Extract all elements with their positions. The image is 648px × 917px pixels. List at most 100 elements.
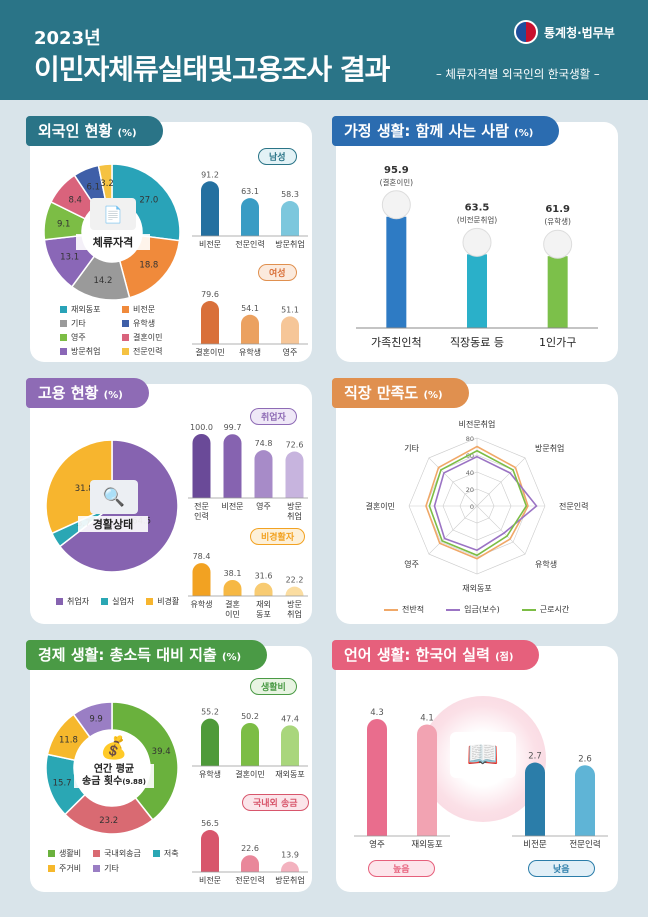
bar-비전문 (201, 830, 219, 881)
legend-swatch (60, 306, 67, 313)
radar-series-전반적 (425, 445, 529, 560)
bar-category-label: 결혼이민 (195, 347, 224, 357)
header-subtitle: – 체류자격별 외국인의 한국생활 – (436, 67, 600, 81)
bar-value-label: 22.6 (241, 844, 259, 853)
slice-value-label: 11.8 (59, 736, 78, 746)
slice-value-label: 23.2 (99, 816, 118, 826)
bar-value-label: 95.9 (384, 165, 409, 176)
bar-category-label: 영주 (283, 347, 298, 357)
legend-label: 기타 (71, 319, 86, 328)
bar-category-label: 인력 (194, 511, 209, 521)
donut-slice-생활비 (111, 701, 179, 821)
bar-category-label: 비전문 (199, 239, 221, 249)
legend-item: 취업자 (56, 596, 89, 607)
bar-base-mask (281, 872, 299, 882)
panel-title: 가정 생활: 함께 사는 사람 (%) (332, 116, 560, 146)
bar-비전문 (223, 434, 242, 507)
legend-label: 유학생 (133, 319, 156, 328)
legend-item: 생활비 (48, 848, 81, 859)
panel-foreigner-status: 외국인 현황 (%) 27.0 18.8 14.2 13.1 9.1 8.4 6.1 3.2 … (26, 116, 312, 362)
bar-유학생 (192, 563, 211, 605)
bar-category-label: 영주 (256, 501, 271, 511)
bar-category-label: 재외동포 (275, 769, 304, 779)
slice-value-label: 13.1 (60, 253, 79, 263)
bar-base-mask (281, 766, 299, 776)
legend-item: 기타 (60, 318, 122, 329)
slice-value-label: 39.4 (152, 747, 171, 757)
legend-label: 기타 (104, 864, 119, 873)
header: 2023년 이민자체류실태및고용조사 결과 – 체류자격별 외국인의 한국생활 … (0, 0, 648, 100)
bar-category-label: 유학생 (239, 347, 261, 357)
legend-item: 근로시간 (521, 604, 569, 615)
radar-axis-label: 유학생 (535, 559, 557, 569)
bar-base-mask (223, 596, 242, 606)
legend-item: 비경활 (146, 596, 179, 607)
satisfaction-legend: 전반적 임금(보수) 근로시간 (384, 604, 569, 615)
slice-value-label: 8.4 (68, 196, 82, 206)
panel-cohabitation: 가정 생활: 함께 사는 사람 (%) 95.9 (결혼이민) 가족친인척 63.5(… (332, 116, 618, 362)
center-line-1: 연간 평균 (93, 764, 135, 775)
bar-base-mask (201, 236, 219, 246)
legend-item: 결혼이민 (122, 332, 184, 343)
radar-axis-label: 영주 (404, 559, 419, 569)
panel-title: 외국인 현황 (%) (26, 116, 163, 146)
header-year: 2023년 (34, 28, 101, 49)
legend-item: 전문인력 (122, 346, 184, 357)
radar-axis-label: 재외동포 (462, 583, 491, 593)
document-icon: 📄 (90, 198, 136, 230)
bar-value-label: 100.0 (190, 423, 213, 432)
bar-base-mask (254, 498, 273, 508)
legend-swatch (101, 598, 109, 605)
bar-value-label: 78.4 (193, 552, 211, 561)
slice-value-label: 9.1 (57, 220, 71, 230)
bar-value-label: 51.1 (281, 305, 299, 314)
legend-item: 비전문 (122, 304, 184, 315)
bar-category-label: 방문 (287, 599, 302, 609)
donut-center-label: 경활상태 (78, 516, 148, 532)
legend-swatch (60, 348, 67, 355)
bar-category-label: 동포 (256, 610, 271, 619)
bar-비전문 (525, 762, 545, 846)
legend-item: 재외동포 (60, 304, 122, 315)
bar-group-label: (유학생) (544, 216, 571, 226)
legend-swatch (48, 865, 55, 872)
radar-tick-label: 0 (470, 503, 474, 511)
bar-category-label: 재외동포 (411, 839, 442, 850)
korean-high-bar-chart: 4.3 영주 4.1 재외동포 (354, 708, 450, 850)
panel-title: 언어 생활: 한국어 실력 (점) (332, 640, 540, 670)
living-cost-bar-chart: 55.2 유학생 50.2 결혼이민 47.4 재외동포 (192, 708, 308, 779)
female-tag: 여성 (258, 264, 297, 281)
bar-base-mask (281, 344, 299, 354)
book-icon: 📖 (450, 732, 516, 778)
radar-tick-label: 20 (466, 486, 474, 494)
bar-value-label: 50.2 (241, 712, 259, 721)
bar-base-mask (281, 236, 299, 246)
donut-center-label: 연간 평균 송금 횟수(9.88) (74, 764, 154, 788)
male-tag: 남성 (258, 148, 297, 165)
panel-title: 직장 만족도 (%) (332, 378, 469, 408)
radar-tick-label: 80 (466, 435, 474, 443)
bar-직장동료-등 (467, 254, 487, 328)
inactive-tag: 비경활자 (250, 528, 306, 545)
legend-item: 영주 (60, 332, 122, 343)
economic-status-legend: 취업자 실업자 비경활 (56, 596, 206, 607)
legend-swatch (122, 320, 129, 327)
bar-base-mask (201, 344, 219, 354)
bar-가족친인척 (386, 216, 407, 328)
radar-spoke (476, 457, 526, 507)
radar-spoke (428, 457, 478, 507)
bar-전문인력 (241, 198, 259, 245)
low-tag: 낮음 (528, 860, 595, 877)
coins-icon: 💰 (100, 735, 128, 761)
legend-label: 전문인력 (133, 347, 163, 356)
bar-group-label: (비전문취업) (457, 214, 497, 224)
bar-value-label: 61.9 (545, 204, 570, 215)
radar-series-근로시간 (428, 449, 528, 557)
bar-재외동포 (417, 724, 437, 846)
residence-status-donut: 27.0 18.8 14.2 13.1 9.1 8.4 6.1 3.2 (43, 163, 181, 301)
bar-value-label: 58.3 (281, 190, 299, 199)
legend-swatch (122, 348, 129, 355)
panel-economic-life: 경제 생활: 총소득 대비 지출 (%) 39.4 23.2 15.7 11.8 9.9… (26, 640, 312, 892)
bar-value-label: 79.6 (201, 290, 219, 299)
center-line-2: 송금 횟수(9.88) (82, 776, 146, 787)
